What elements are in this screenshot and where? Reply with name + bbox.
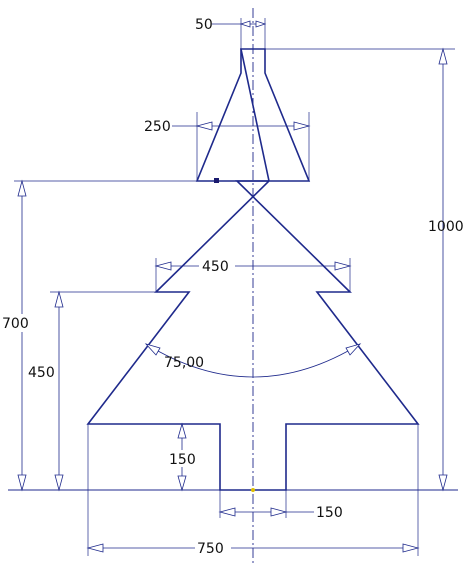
dim-trunk-width[interactable]: 150 bbox=[218, 490, 343, 521]
dim-text-700: 700 bbox=[2, 316, 29, 332]
dim-included-angle[interactable]: 75,00 bbox=[144, 343, 362, 378]
dim-text-1000: 1000 bbox=[428, 219, 464, 235]
vertex-marker[interactable] bbox=[214, 178, 219, 183]
dim-text-150-vertical: 150 bbox=[169, 452, 196, 468]
dim-text-250: 250 bbox=[144, 119, 171, 135]
dim-tier-base-height[interactable]: 700 bbox=[1, 179, 197, 492]
dim-lower-tier-height[interactable]: 450 bbox=[28, 290, 156, 492]
dim-overall-height[interactable]: 1000 bbox=[265, 47, 464, 492]
dim-text-450-vertical: 450 bbox=[28, 365, 55, 381]
dim-text-angle: 75,00 bbox=[164, 355, 204, 371]
dim-text-450-horizontal: 450 bbox=[202, 259, 229, 275]
dim-trunk-height[interactable]: 150 bbox=[168, 422, 220, 492]
dim-middle-tier-width[interactable]: 450 bbox=[154, 257, 352, 292]
dim-base-width[interactable]: 750 bbox=[86, 424, 420, 557]
dim-upper-tier-width[interactable]: 250 bbox=[144, 112, 311, 181]
origin-point[interactable] bbox=[251, 488, 255, 492]
tree-left-edge bbox=[195, 49, 269, 182]
dim-text-750: 750 bbox=[197, 541, 224, 557]
dim-text-50: 50 bbox=[195, 17, 213, 33]
dim-text-150-horizontal: 150 bbox=[316, 505, 343, 521]
dim-trunk-top-width[interactable]: 50 bbox=[195, 17, 267, 49]
tree-profile-outline[interactable] bbox=[86, 48, 420, 491]
